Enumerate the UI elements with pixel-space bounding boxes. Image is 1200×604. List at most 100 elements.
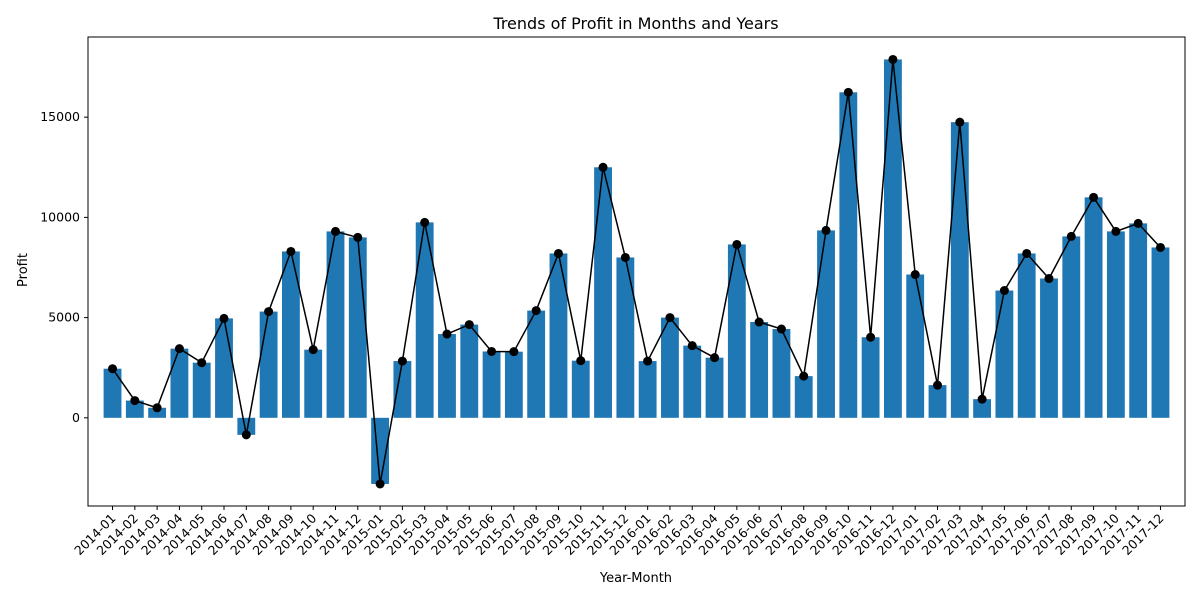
bar xyxy=(661,317,679,418)
data-point xyxy=(620,252,630,262)
bar xyxy=(148,407,167,418)
bar xyxy=(348,237,367,418)
bar xyxy=(326,231,345,418)
bar xyxy=(237,417,256,435)
bar xyxy=(794,376,813,418)
bar xyxy=(1084,197,1103,418)
data-point xyxy=(1066,231,1076,241)
data-point xyxy=(464,320,474,330)
data-point xyxy=(509,347,519,357)
data-point xyxy=(241,430,251,440)
data-point xyxy=(955,117,965,127)
bar xyxy=(861,337,880,418)
data-point xyxy=(999,286,1009,296)
data-point xyxy=(576,356,586,366)
bar xyxy=(995,290,1014,418)
bar xyxy=(1017,253,1036,418)
bar xyxy=(460,324,479,418)
data-point xyxy=(888,54,898,64)
bar xyxy=(415,222,434,418)
data-point xyxy=(910,270,920,280)
data-point xyxy=(152,403,162,413)
data-point xyxy=(1155,242,1165,252)
data-point xyxy=(754,317,764,327)
data-point xyxy=(130,396,140,406)
bar xyxy=(1062,236,1081,418)
plot-area: 0500010000150002014-012014-022014-032014… xyxy=(40,36,1186,558)
data-point xyxy=(353,232,363,242)
data-point xyxy=(821,225,831,235)
data-point xyxy=(197,358,207,368)
bar xyxy=(883,59,902,418)
bar xyxy=(504,351,523,418)
bar xyxy=(281,251,300,418)
data-point xyxy=(174,344,184,354)
bar xyxy=(125,400,144,418)
bar xyxy=(1151,247,1170,418)
bar xyxy=(527,310,546,418)
profit-line xyxy=(111,59,1162,485)
bar xyxy=(482,351,501,418)
data-point xyxy=(799,371,809,381)
bar xyxy=(192,362,211,418)
bar xyxy=(549,253,568,418)
data-point xyxy=(286,246,296,256)
bar xyxy=(304,349,323,418)
data-point xyxy=(843,87,853,97)
y-tick-label: 15000 xyxy=(40,109,80,124)
data-point xyxy=(866,332,876,342)
data-point xyxy=(1089,192,1099,202)
data-point xyxy=(687,341,697,351)
bar xyxy=(683,345,702,418)
bar xyxy=(594,167,612,418)
data-point xyxy=(643,356,653,366)
bar xyxy=(906,274,925,418)
bar xyxy=(259,311,278,418)
bar xyxy=(438,334,456,418)
data-point xyxy=(264,307,274,317)
bar xyxy=(638,361,657,418)
bar xyxy=(1106,231,1125,418)
data-point xyxy=(1022,248,1032,258)
data-point xyxy=(308,345,318,355)
data-point xyxy=(553,248,563,258)
y-tick-label: 0 xyxy=(72,410,80,425)
data-point xyxy=(710,353,720,363)
data-point xyxy=(375,479,385,489)
data-point xyxy=(531,306,541,316)
bar xyxy=(727,244,746,418)
data-point xyxy=(442,329,452,339)
bar xyxy=(103,368,122,418)
bar xyxy=(393,361,412,418)
bar xyxy=(705,357,724,418)
bar xyxy=(1040,278,1058,418)
data-point xyxy=(108,364,118,374)
y-axis-label: Profit xyxy=(16,253,31,287)
bar xyxy=(817,230,835,418)
data-point xyxy=(1044,274,1054,284)
bar xyxy=(750,322,769,418)
bar xyxy=(170,348,189,418)
bar xyxy=(950,122,969,418)
bar xyxy=(215,318,233,418)
data-point xyxy=(598,162,608,172)
data-point xyxy=(776,324,786,334)
data-point xyxy=(487,346,497,356)
data-point xyxy=(219,313,229,323)
data-point xyxy=(1111,226,1121,236)
data-point xyxy=(732,239,742,249)
bar xyxy=(571,360,590,418)
data-point xyxy=(933,380,943,390)
data-point xyxy=(977,394,987,404)
bar xyxy=(616,257,635,418)
bar xyxy=(839,92,858,418)
data-point xyxy=(397,356,407,366)
bar xyxy=(1129,223,1148,418)
bar xyxy=(928,385,947,418)
data-point xyxy=(665,313,675,323)
x-axis-label: Year-Month xyxy=(599,571,672,586)
bar xyxy=(772,329,791,418)
y-tick-label: 5000 xyxy=(48,310,80,325)
